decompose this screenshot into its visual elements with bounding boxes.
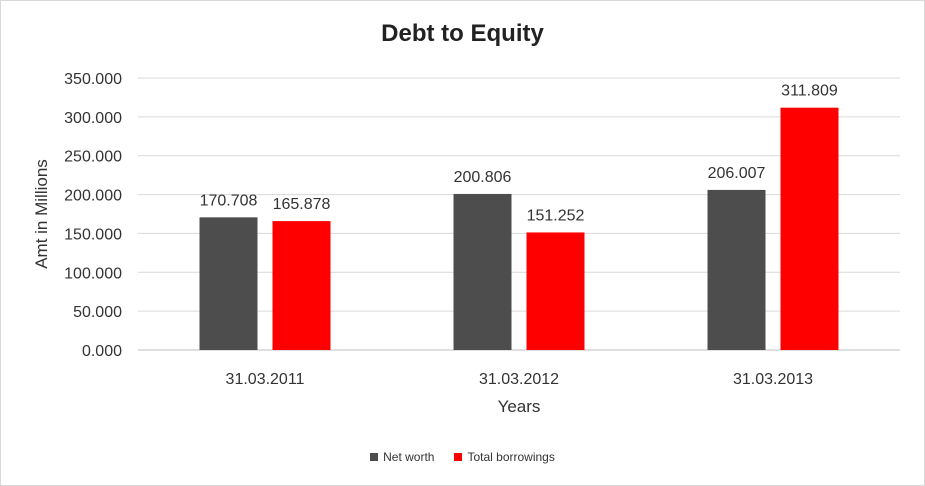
bar (780, 107, 839, 350)
y-tick-label: 300.000 (64, 110, 122, 127)
legend-label-net-worth: Net worth (383, 450, 435, 464)
bar (526, 232, 585, 350)
legend-label-total-borrowings: Total borrowings (467, 450, 555, 464)
y-axis-title: Amt in Millions (32, 159, 51, 269)
y-tick-label: 100.000 (64, 265, 122, 282)
y-tick-label: 350.000 (64, 71, 122, 88)
data-label: 206.007 (708, 165, 766, 182)
bar (199, 217, 258, 350)
data-label: 200.806 (454, 169, 512, 186)
legend-item-total-borrowings: Total borrowings (454, 450, 555, 464)
chart-legend: Net worth Total borrowings (0, 450, 925, 464)
data-label: 170.708 (200, 192, 258, 209)
x-axis-title: Years (498, 397, 541, 416)
y-tick-label: 150.000 (64, 226, 122, 243)
legend-item-net-worth: Net worth (370, 450, 434, 464)
chart-title: Debt to Equity (381, 20, 544, 47)
bar (453, 193, 512, 350)
x-tick-label: 31.03.2013 (733, 371, 813, 388)
data-label: 165.878 (273, 196, 331, 213)
bar (272, 221, 331, 350)
y-tick-label: 200.000 (64, 188, 122, 205)
x-tick-label: 31.03.2012 (479, 371, 559, 388)
legend-swatch-net-worth (370, 453, 379, 461)
y-tick-label: 250.000 (64, 149, 122, 166)
y-tick-label: 0.000 (82, 343, 122, 360)
data-label: 151.252 (527, 207, 585, 224)
legend-swatch-total-borrowings (454, 453, 463, 461)
y-tick-label: 50.000 (73, 304, 122, 321)
x-tick-label: 31.03.2011 (226, 371, 305, 388)
bar (707, 189, 766, 350)
data-label: 311.809 (781, 83, 838, 100)
